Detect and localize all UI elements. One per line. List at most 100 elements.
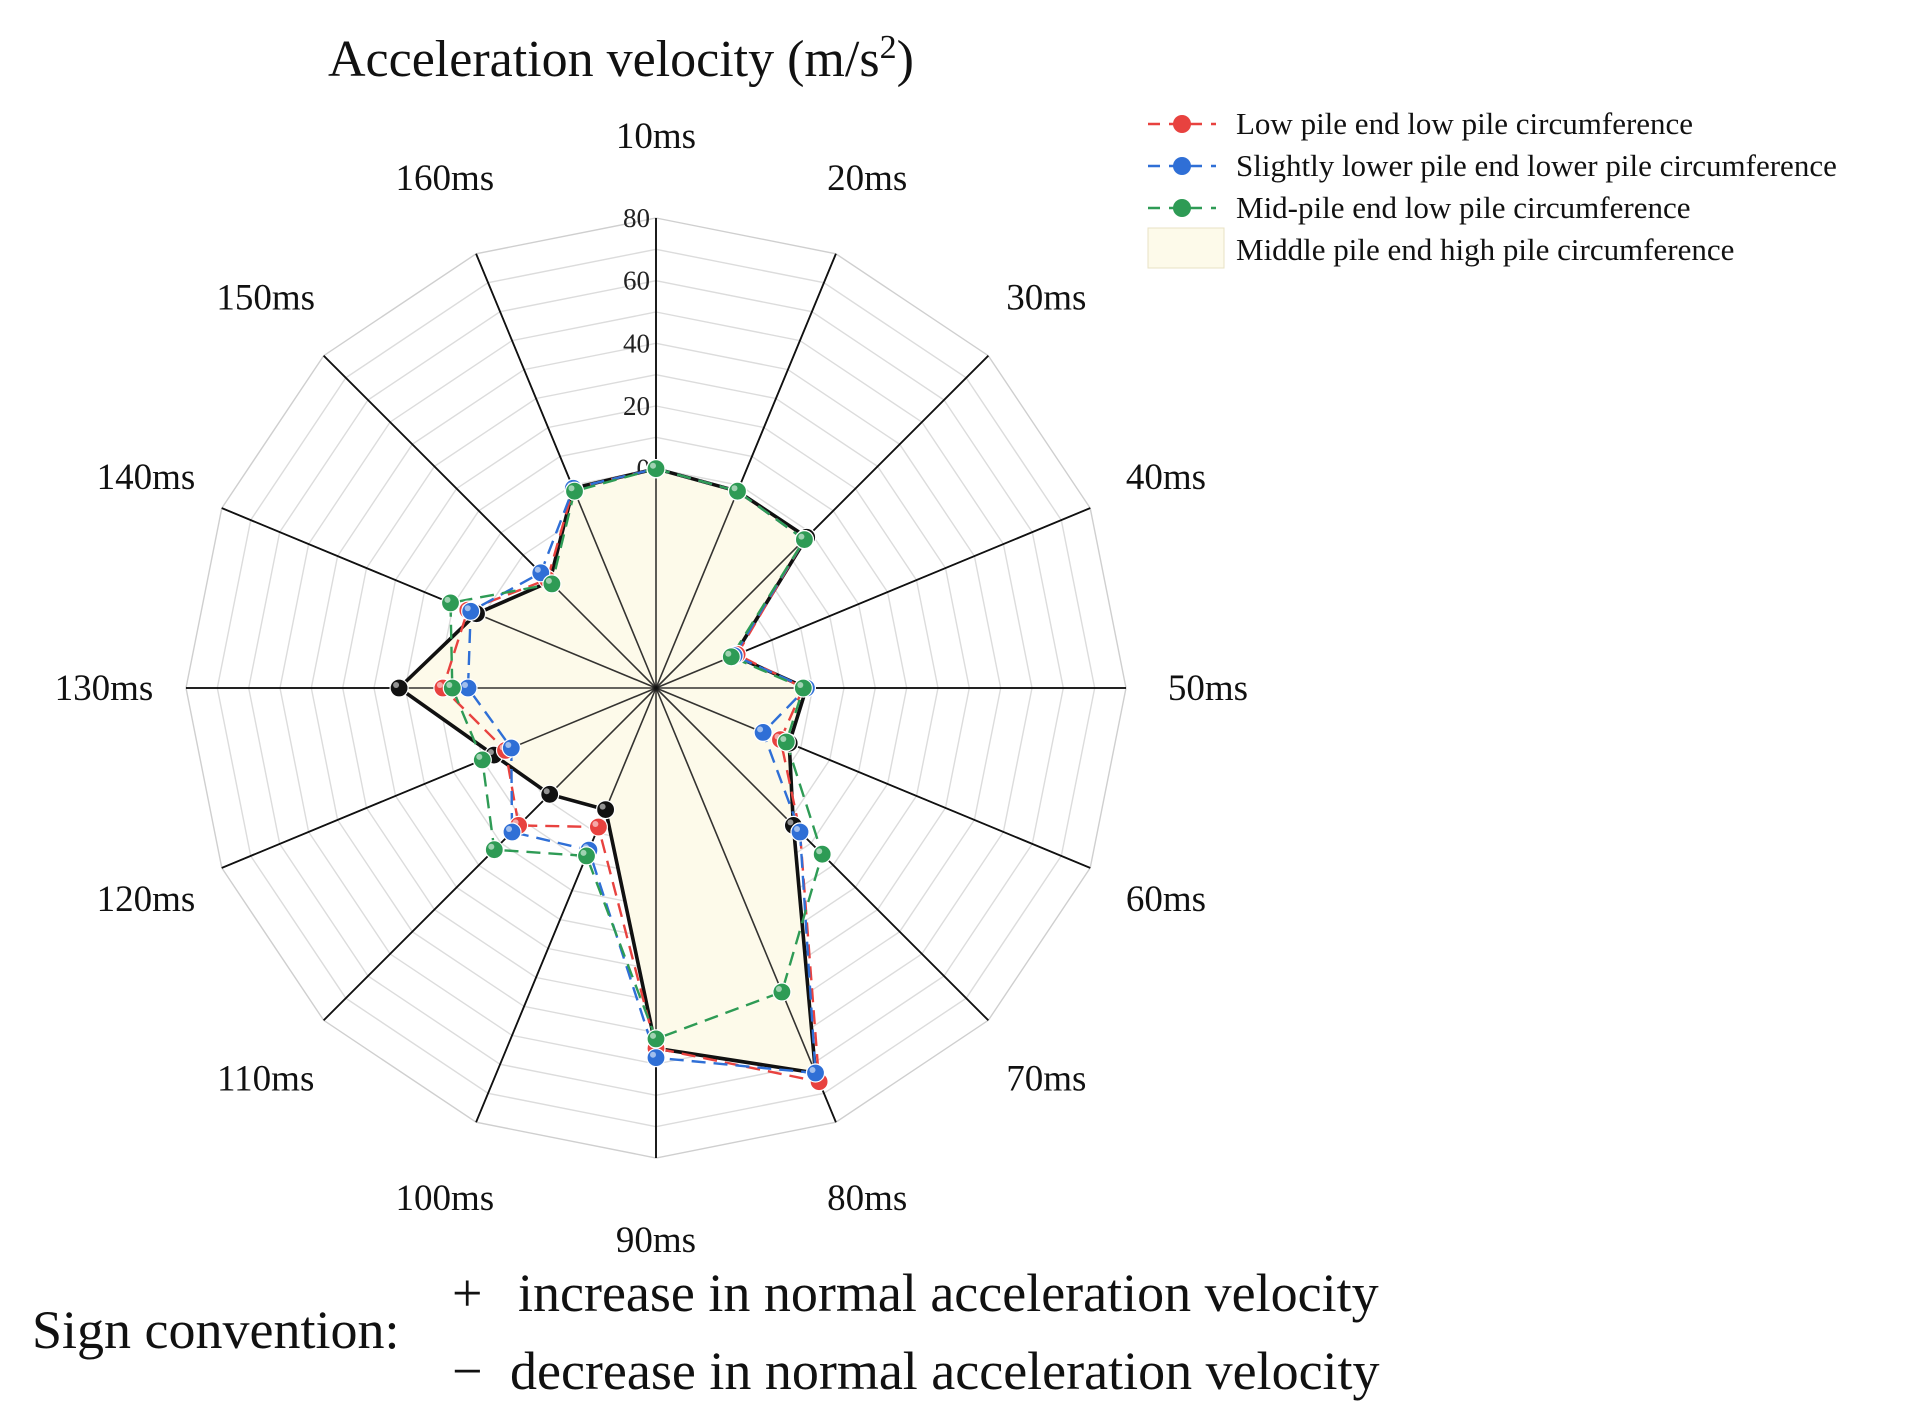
data-point [772,982,792,1002]
data-point-highlight [580,849,587,856]
data-point [484,840,504,860]
data-point-highlight [505,742,512,748]
data-point [727,481,748,501]
tick-label: 20 [623,391,650,421]
spoke-overlay [475,253,657,689]
category-label-120ms: 120ms [97,879,196,920]
data-point-highlight [444,596,451,603]
data-point [794,529,815,550]
data-point [595,799,616,820]
spoke-overlay [655,253,837,689]
data-point-highlight [650,462,656,469]
category-label-110ms: 110ms [217,1058,314,1099]
data-point-highlight [543,788,550,795]
minus-description: decrease in normal acceleration velocity [510,1341,1380,1401]
series-layer [186,218,1126,1158]
spoke-overlay [323,355,657,689]
data-point [564,481,585,501]
category-label-40ms: 40ms [1126,457,1206,498]
data-point [776,732,796,752]
data-point [502,822,522,842]
data-point-highlight [809,1067,816,1073]
spoke-overlay [475,687,657,1123]
data-point-highlight [787,819,794,826]
tick-label: 40 [623,328,650,358]
data-point-highlight [780,736,787,742]
plus-description: increase in normal acceleration velocity [518,1263,1379,1323]
chart-title: Acceleration velocity (m/s2) [328,29,914,88]
category-label-150ms: 150ms [216,278,315,319]
data-point-highlight [797,682,804,688]
legend-swatch-marker [1173,157,1191,175]
sign-convention-label: Sign convention: [32,1300,399,1360]
data-point [542,574,562,594]
series-area-fill [399,468,816,1073]
spoke-overlay [655,355,989,689]
data-point-highlight [650,1032,656,1039]
data-point-highlight [775,986,782,992]
data-point [440,593,461,613]
data-point [501,738,521,758]
data-point-highlight [599,803,606,810]
plus-symbol: + [452,1263,482,1323]
data-point [646,1029,666,1049]
data-point-highlight [816,848,823,855]
category-label-130ms: 130ms [55,668,154,709]
sign-convention: Sign convention: + increase in normal ac… [32,1263,1380,1401]
data-point [812,844,832,864]
data-point [790,822,810,842]
legend-swatch-marker [1173,115,1191,133]
category-label-70ms: 70ms [1006,1058,1086,1099]
spoke-overlay [221,507,657,689]
category-label-90ms: 90ms [616,1220,696,1261]
legend-label: Mid-pile end low pile circumference [1236,190,1690,225]
category-label-30ms: 30ms [1006,278,1086,319]
category-label-100ms: 100ms [395,1178,494,1219]
data-point-highlight [731,485,738,492]
data-point [793,678,813,698]
data-point-highlight [488,843,495,850]
data-point [389,678,409,698]
data-point-highlight [757,726,764,733]
category-label-160ms: 160ms [395,158,494,199]
category-label-20ms: 20ms [827,158,907,199]
data-point-highlight [506,826,512,832]
category-label-80ms: 80ms [827,1178,907,1219]
data-point-highlight [725,650,732,657]
spoke-overlay [221,687,657,869]
data-point [646,1048,666,1068]
data-point-highlight [798,533,805,540]
data-point [576,846,597,866]
category-labels: 10ms 20ms 30ms 40ms 50ms 60ms 70ms 80ms 90ms 100m… [55,116,1248,1261]
legend-label: Low pile end low pile circumference [1236,106,1693,141]
category-label-60ms: 60ms [1126,879,1206,920]
data-point-highlight [592,821,599,827]
spoke-overlay [655,687,837,1123]
legend-label: Slightly lower pile end lower pile circu… [1236,148,1837,183]
data-point-highlight [476,753,483,760]
data-point [721,647,741,667]
data-point [805,1063,826,1083]
category-label-50ms: 50ms [1168,668,1248,709]
category-label-140ms: 140ms [97,457,196,498]
minus-symbol: − [452,1341,482,1401]
data-point-highlight [462,682,468,688]
tick-label: 80 [623,203,650,233]
data-point-highlight [534,566,541,573]
series-line-Low pile end low pile circumference [441,467,821,1083]
data-point-highlight [393,682,400,688]
legend: Low pile end low pile circumference Sligh… [1147,106,1837,269]
data-point [442,678,462,698]
legend-label: Middle pile end high pile circumference [1236,232,1734,267]
data-point [753,722,773,743]
category-label-10ms: 10ms [616,116,696,157]
data-point-highlight [545,577,552,584]
data-point-highlight [436,682,443,688]
data-point-highlight [464,605,471,612]
legend-swatch-marker [1173,199,1191,217]
tick-label: 60 [623,266,650,296]
spoke-overlay [655,687,1091,869]
data-point-highlight [446,682,453,688]
data-point [461,601,481,621]
